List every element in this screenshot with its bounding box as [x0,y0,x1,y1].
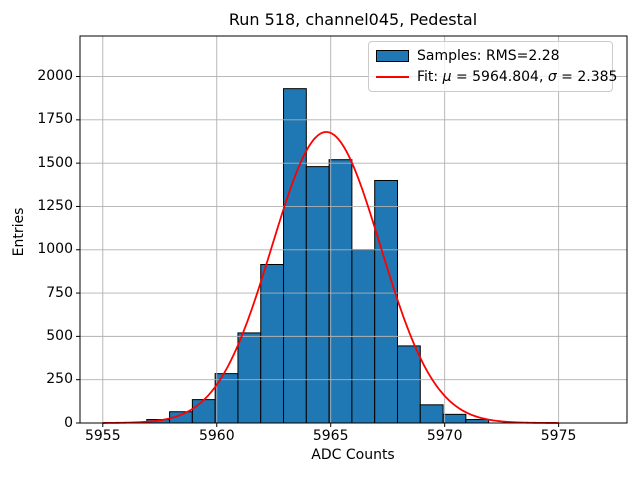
fit-curve [102,131,559,424]
y-tick-label: 0 [64,414,73,431]
x-tick-label: 5960 [198,428,235,444]
histogram-bar [305,166,330,424]
legend: Samples: RMS=2.28 Fit: μ = 5964.804, σ =… [368,41,617,92]
sigma-symbol: σ [547,68,557,85]
y-tick-label: 750 [46,284,73,301]
legend-samples-swatch [376,50,409,63]
histogram-bar [396,345,421,424]
y-tick-label: 250 [46,371,73,388]
x-tick-label: 5955 [84,428,121,444]
histogram-bar [283,88,307,424]
y-tick-label: 1750 [37,111,73,128]
legend-entry-fit: Fit: μ = 5964.804, σ = 2.385 [376,67,617,88]
x-tick-label: 5965 [312,428,349,444]
x-axis-label: ADC Counts [311,447,395,463]
chart-title: Run 518, channel045, Pedestal [228,10,478,29]
legend-fit-sigma-value: = 2.385 [556,68,618,85]
histogram-bar [260,263,285,424]
histogram-bar [191,399,216,424]
histogram-bars [146,88,490,424]
mu-symbol: μ [442,68,452,85]
legend-samples-label: Samples: RMS=2.28 [417,48,560,65]
legend-fit-line [376,75,409,78]
histogram-bar [328,159,353,424]
y-tick-label: 1250 [37,198,73,214]
y-tick-label: 500 [46,327,73,344]
histogram-bar [419,404,444,424]
y-tick-label: 1500 [37,154,73,171]
legend-fit-label: Fit: μ = 5964.804, σ = 2.385 [417,69,617,85]
histogram-bar [374,179,398,424]
axis-ticks [76,76,560,427]
legend-fit-mu-value: = 5964.804, [451,68,548,85]
plot-border [79,35,628,424]
y-tick-label: 1000 [37,241,73,258]
legend-fit-prefix: Fit: [417,68,443,85]
y-tick-label: 2000 [37,68,73,84]
legend-entry-samples: Samples: RMS=2.28 [376,46,604,67]
histogram-bar [442,413,467,424]
x-tick-label: 5970 [426,428,463,444]
x-tick-label: 5975 [540,428,577,444]
histogram-bar [237,332,262,424]
histogram-bar [465,419,490,424]
